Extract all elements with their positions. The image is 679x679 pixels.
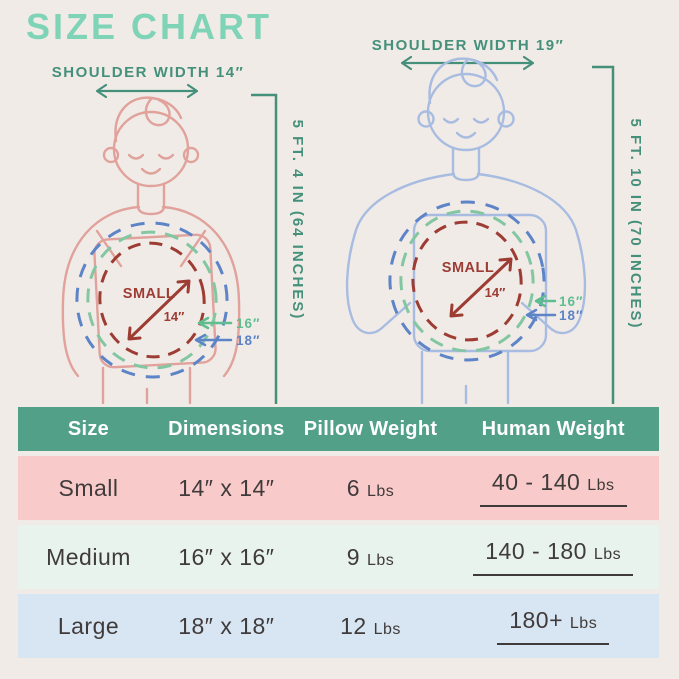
pillow-outline-left xyxy=(93,233,217,369)
figure-small-person: SHOULDER WIDTH 14″ xyxy=(52,64,306,405)
ring-18-label-right: 18″ xyxy=(559,308,583,323)
table-header-row: Size Dimensions Pillow Weight Human Weig… xyxy=(18,407,659,451)
pillow-diameter-label-left: 14″ xyxy=(164,309,185,324)
header-human-weight: Human Weight xyxy=(481,417,625,440)
pillow-size-label-right: SMALL xyxy=(442,260,494,276)
ring-18-label-left: 18″ xyxy=(236,333,260,348)
pillow-diameter-label-right: 14″ xyxy=(485,285,506,300)
ring-16-label-left: 16″ xyxy=(236,316,260,331)
ring-16-label-right: 16″ xyxy=(559,294,583,309)
cell-human-weight: 180+ Lbs xyxy=(447,607,659,645)
cell-dimensions: 18″ x 18″ xyxy=(178,612,275,639)
large-person-outline xyxy=(345,57,587,405)
shoulder-width-arrow-left-icon xyxy=(95,83,199,99)
size-table: Size Dimensions Pillow Weight Human Weig… xyxy=(18,407,659,658)
table-row-large: Large 18″ x 18″ 12 Lbs 180+ Lbs xyxy=(18,594,659,658)
shoulder-width-label-right: SHOULDER WIDTH 19″ xyxy=(372,37,565,54)
pillow-diameter-arrow-right-icon xyxy=(449,257,513,318)
cell-size: Large xyxy=(57,612,120,639)
ring-18-icon xyxy=(75,221,229,379)
shoulder-width-arrow-right-icon xyxy=(400,55,535,71)
height-label-left: 5 FT. 4 IN (64 INCHES) xyxy=(289,120,306,321)
height-bracket-left xyxy=(251,93,278,404)
pillow-outline-right xyxy=(412,213,548,353)
ring-pointer-16-left-icon xyxy=(197,316,233,330)
height-label-right: 5 FT. 10 IN (70 INCHES) xyxy=(627,118,644,329)
pillow-rings-left xyxy=(75,221,229,379)
ring-16-icon xyxy=(399,209,535,353)
pillow-rings-right xyxy=(388,200,546,362)
table-row-small: Small 14″ x 14″ 6 Lbs 40 - 140 Lbs xyxy=(18,456,659,520)
figures-diagram: SHOULDER WIDTH 14″ xyxy=(52,37,644,405)
ring-18-icon xyxy=(388,200,546,362)
pillow-diameter-arrow-left-icon xyxy=(127,279,191,341)
ring-pointer-18-left-icon xyxy=(194,333,233,347)
cell-human-weight: 140 - 180 Lbs xyxy=(447,538,659,576)
cell-pillow-weight: 9 Lbs xyxy=(346,543,395,570)
pillow-size-label-left: SMALL xyxy=(123,286,175,302)
cell-size: Medium xyxy=(46,543,131,570)
cell-size: Small xyxy=(58,474,119,501)
shoulder-width-label-left: SHOULDER WIDTH 14″ xyxy=(52,64,245,81)
cell-dimensions: 14″ x 14″ xyxy=(178,474,275,501)
ring-pointer-18-right-icon xyxy=(525,308,557,322)
ring-14-icon xyxy=(98,241,206,359)
figure-large-person: SHOULDER WIDTH 19″ xyxy=(345,37,644,405)
header-pillow-weight: Pillow Weight xyxy=(303,417,438,440)
ring-16-icon xyxy=(86,230,218,370)
cell-pillow-weight: 12 Lbs xyxy=(340,612,401,639)
height-bracket-right xyxy=(592,65,615,404)
cell-human-weight: 40 - 140 Lbs xyxy=(447,469,659,507)
header-dimensions: Dimensions xyxy=(168,417,285,440)
ring-14-icon xyxy=(411,220,523,342)
header-size: Size xyxy=(67,417,110,440)
table-row-medium: Medium 16″ x 16″ 9 Lbs 140 - 180 Lbs xyxy=(18,525,659,589)
cell-dimensions: 16″ x 16″ xyxy=(178,543,275,570)
page-title: SIZE CHART xyxy=(26,6,272,47)
cell-pillow-weight: 6 Lbs xyxy=(346,474,395,501)
ring-pointer-16-right-icon xyxy=(534,294,557,308)
